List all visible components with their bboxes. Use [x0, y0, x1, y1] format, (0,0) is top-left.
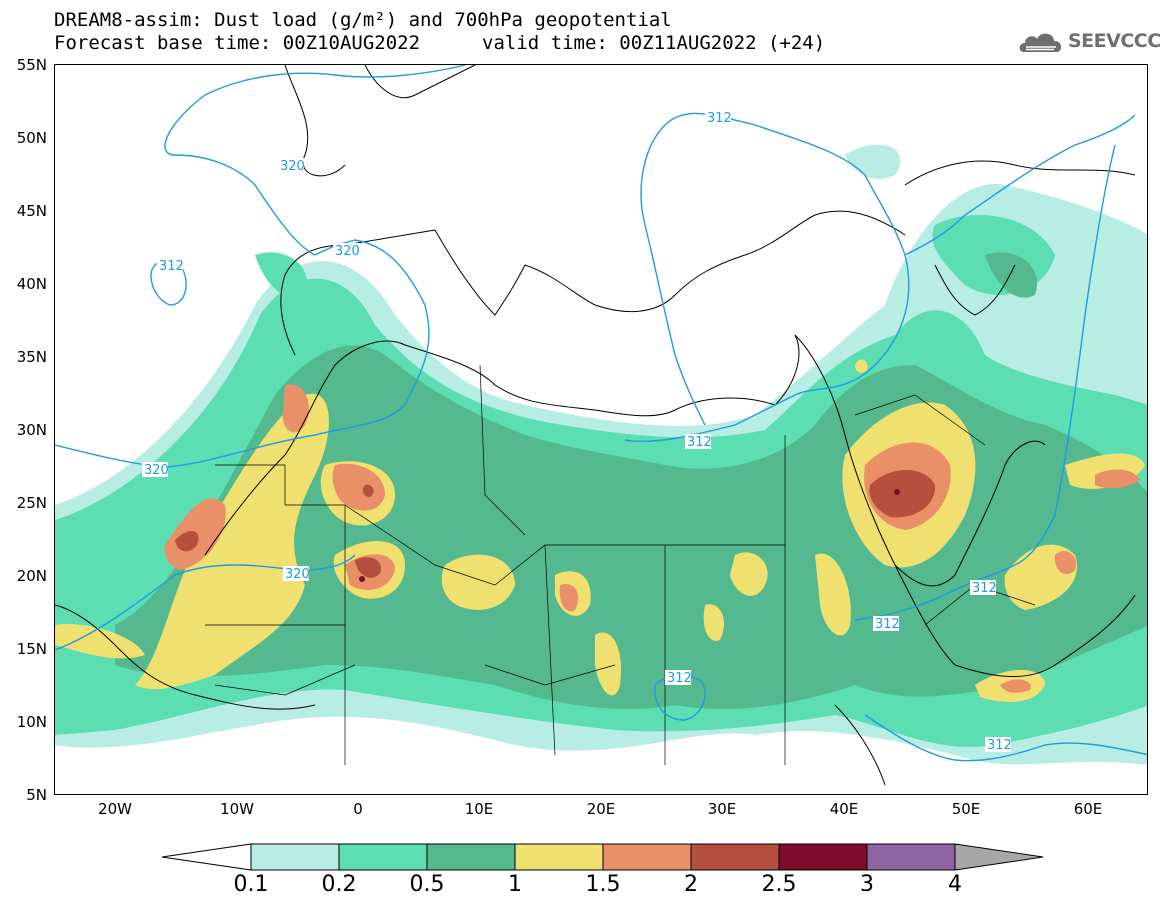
colorbar-label: 0.2 — [321, 872, 357, 897]
colorbar-swatch-0.5 — [426, 843, 516, 871]
svg-text:312: 312 — [875, 617, 900, 632]
contour-line — [55, 554, 356, 651]
forecast-base-time: Forecast base time: 00Z10AUG2022 — [54, 32, 421, 54]
svg-text:312: 312 — [972, 581, 997, 596]
map-title: DREAM8-assim: Dust load (g/m²) and 700hP… — [54, 9, 672, 31]
contour-line — [624, 112, 910, 443]
colorbar-label: 1 — [508, 872, 522, 897]
colorbar-label: 1.5 — [585, 872, 621, 897]
contour-label: 312 — [970, 580, 997, 596]
contour-line — [864, 714, 1147, 762]
colorbar-swatch-0.1 — [250, 843, 340, 871]
contour-label: 312 — [873, 616, 900, 632]
cloud-icon — [1019, 33, 1062, 52]
colorbar-high-arrow — [954, 843, 1044, 871]
lat-label-55n: 55N — [16, 56, 47, 74]
contour-label: 320 — [278, 158, 305, 174]
contour-label: 312 — [685, 434, 712, 450]
colorbar-swatch-2.5 — [778, 843, 868, 871]
lon-label-40e: 40E — [829, 800, 859, 818]
dust-fill-2 — [175, 470, 936, 578]
colorbar-swatch-1 — [514, 843, 604, 871]
lon-label-10e: 10E — [464, 800, 494, 818]
colorbar-label: 0.1 — [233, 872, 269, 897]
lat-label-40n: 40N — [16, 275, 47, 293]
lat-label-20n: 20N — [16, 567, 47, 585]
colorbar-swatch-2 — [690, 843, 780, 871]
svg-text:312: 312 — [707, 111, 732, 126]
contour-label: 312 — [157, 258, 184, 274]
lon-label-20w: 20W — [98, 800, 132, 818]
lat-label-50n: 50N — [16, 129, 47, 147]
svg-text:320: 320 — [144, 463, 169, 478]
colorbar-label: 4 — [948, 872, 962, 897]
svg-text:320: 320 — [280, 159, 305, 174]
contour-line — [854, 144, 1116, 621]
lat-label-15n: 15N — [16, 640, 47, 658]
svg-text:312: 312 — [987, 738, 1012, 753]
lat-label-35n: 35N — [16, 348, 47, 366]
svg-text:320: 320 — [335, 244, 360, 259]
svg-text:312: 312 — [667, 671, 692, 686]
contour-label: 320 — [283, 566, 310, 582]
contour-line — [904, 114, 1136, 256]
valid-time: valid time: 00Z11AUG2022 (+24) — [482, 32, 826, 54]
map-area: 320 320 312 320 320 312 312 312 312 312 … — [54, 64, 1148, 795]
colorbar-label: 3 — [860, 872, 874, 897]
logo-text: SEEVCCC — [1068, 30, 1161, 52]
lon-label-20e: 20E — [586, 800, 616, 818]
contour-label: 312 — [705, 110, 732, 126]
svg-text:312: 312 — [687, 435, 712, 450]
lat-label-5n: 5N — [26, 786, 47, 804]
svg-text:312: 312 — [159, 259, 184, 274]
seevccc-logo: SEEVCCC — [1018, 28, 1161, 56]
colorbar-swatch-1.5 — [602, 843, 692, 871]
lat-label-10n: 10N — [16, 713, 47, 731]
contour-label: 320 — [142, 462, 169, 478]
contour-label: 312 — [665, 670, 692, 686]
lon-label-0: 0 — [353, 800, 363, 818]
colorbar — [161, 843, 1044, 871]
lat-label-30n: 30N — [16, 421, 47, 439]
colorbar-label: 2.5 — [761, 872, 797, 897]
contour-label: 312 — [985, 737, 1012, 753]
lon-label-30e: 30E — [707, 800, 737, 818]
colorbar-swatch-3 — [866, 843, 956, 871]
contour-label: 320 — [333, 243, 360, 259]
colorbar-low-arrow — [161, 843, 252, 871]
lat-label-45n: 45N — [16, 202, 47, 220]
lon-label-60e: 60E — [1073, 800, 1103, 818]
colorbar-label: 2 — [684, 872, 698, 897]
colorbar-swatch-0.2 — [338, 843, 428, 871]
svg-text:320: 320 — [285, 567, 310, 582]
lon-label-10w: 10W — [220, 800, 254, 818]
dust-load-map: 320 320 312 320 320 312 312 312 312 312 … — [55, 65, 1147, 786]
lat-label-25n: 25N — [16, 494, 47, 512]
contour-line — [164, 65, 466, 256]
lon-label-50e: 50E — [951, 800, 981, 818]
dust-fill-2.5 — [359, 489, 900, 582]
colorbar-label: 0.5 — [409, 872, 445, 897]
